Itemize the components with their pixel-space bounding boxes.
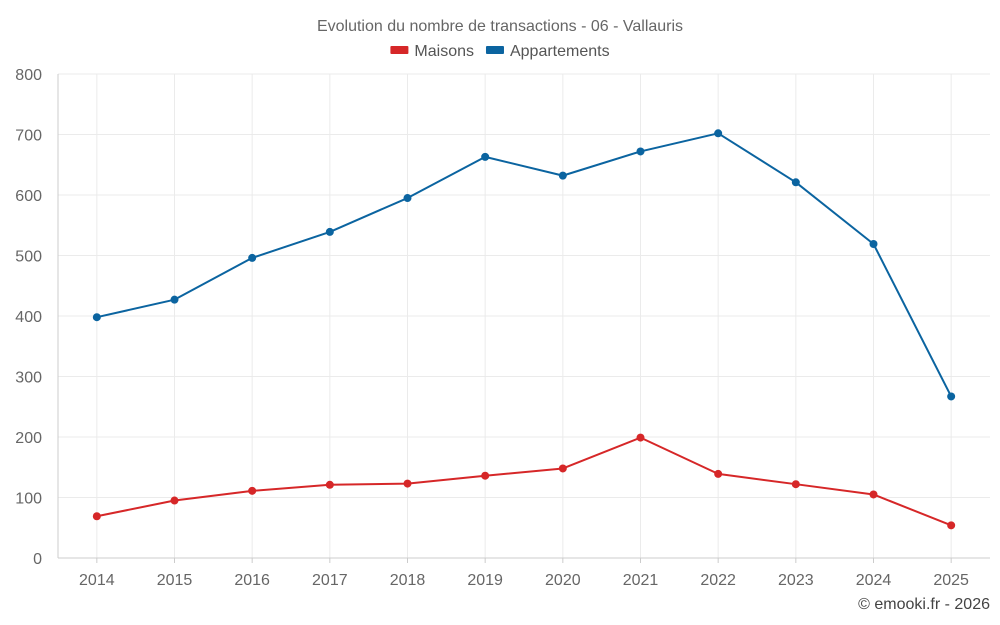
- data-point-appartements[interactable]: [248, 253, 257, 262]
- chart-title: Evolution du nombre de transactions - 06…: [317, 18, 683, 35]
- data-point-appartements[interactable]: [481, 152, 490, 161]
- data-point-appartements[interactable]: [791, 178, 800, 187]
- x-tick-label: 2016: [234, 572, 270, 589]
- data-point-appartements[interactable]: [92, 313, 101, 322]
- data-point-appartements[interactable]: [558, 171, 567, 180]
- y-tick-label: 600: [15, 188, 42, 205]
- credit-text: © emooki.fr - 2026: [858, 596, 990, 613]
- x-tick-label: 2023: [778, 572, 814, 589]
- data-point-maisons[interactable]: [558, 464, 567, 473]
- legend-item-maisons[interactable]: Maisons: [390, 43, 474, 60]
- data-point-maisons[interactable]: [248, 486, 257, 495]
- y-tick-label: 400: [15, 309, 42, 326]
- x-tick-label: 2017: [312, 572, 348, 589]
- x-tick-label: 2024: [856, 572, 892, 589]
- legend: Maisons Appartements: [390, 43, 610, 60]
- legend-label: Maisons: [414, 43, 474, 60]
- y-tick-label: 200: [15, 430, 42, 447]
- series-maisons: [92, 433, 956, 530]
- y-tick-label: 700: [15, 128, 42, 145]
- y-tick-label: 800: [15, 67, 42, 84]
- data-point-maisons[interactable]: [636, 433, 645, 442]
- series-line-maisons: [96, 436, 952, 527]
- data-point-maisons[interactable]: [947, 521, 956, 530]
- data-point-maisons[interactable]: [481, 471, 490, 480]
- x-tick-label: 2014: [79, 572, 115, 589]
- series-layer: [92, 129, 956, 530]
- series-appartements: [92, 129, 956, 401]
- data-point-appartements[interactable]: [170, 295, 179, 304]
- gridlines: [58, 73, 990, 558]
- x-tick-label: 2018: [390, 572, 426, 589]
- y-tick-label: 100: [15, 491, 42, 508]
- legend-swatch: [485, 46, 504, 54]
- legend-swatch: [390, 46, 409, 54]
- data-point-maisons[interactable]: [869, 490, 878, 499]
- data-point-maisons[interactable]: [325, 480, 334, 489]
- x-tick-label: 2025: [933, 572, 969, 589]
- data-point-maisons[interactable]: [403, 479, 412, 488]
- data-point-maisons[interactable]: [92, 512, 101, 521]
- y-tick-label: 500: [15, 249, 42, 266]
- x-tick-label: 2020: [545, 572, 581, 589]
- data-point-appartements[interactable]: [869, 240, 878, 249]
- data-point-appartements[interactable]: [714, 129, 723, 138]
- series-line-appartements: [96, 132, 953, 397]
- data-point-maisons[interactable]: [170, 496, 179, 505]
- x-tick-label: 2022: [700, 572, 736, 589]
- y-tick-label: 300: [15, 370, 42, 387]
- data-point-appartements[interactable]: [403, 194, 412, 203]
- data-point-maisons[interactable]: [791, 480, 800, 489]
- data-point-appartements[interactable]: [325, 227, 334, 236]
- axes: 0 100 200 300 400 500 600 700 800 2014 2015 2016 201…: [15, 67, 990, 589]
- data-point-appartements[interactable]: [947, 392, 956, 401]
- data-point-appartements[interactable]: [636, 147, 645, 156]
- x-tick-label: 2019: [467, 572, 503, 589]
- legend-item-appartements[interactable]: Appartements: [485, 43, 610, 60]
- x-tick-label: 2021: [623, 572, 659, 589]
- x-tick-label: 2015: [157, 572, 193, 589]
- data-point-maisons[interactable]: [714, 469, 723, 478]
- legend-label: Appartements: [510, 43, 610, 60]
- y-tick-label: 0: [33, 551, 42, 568]
